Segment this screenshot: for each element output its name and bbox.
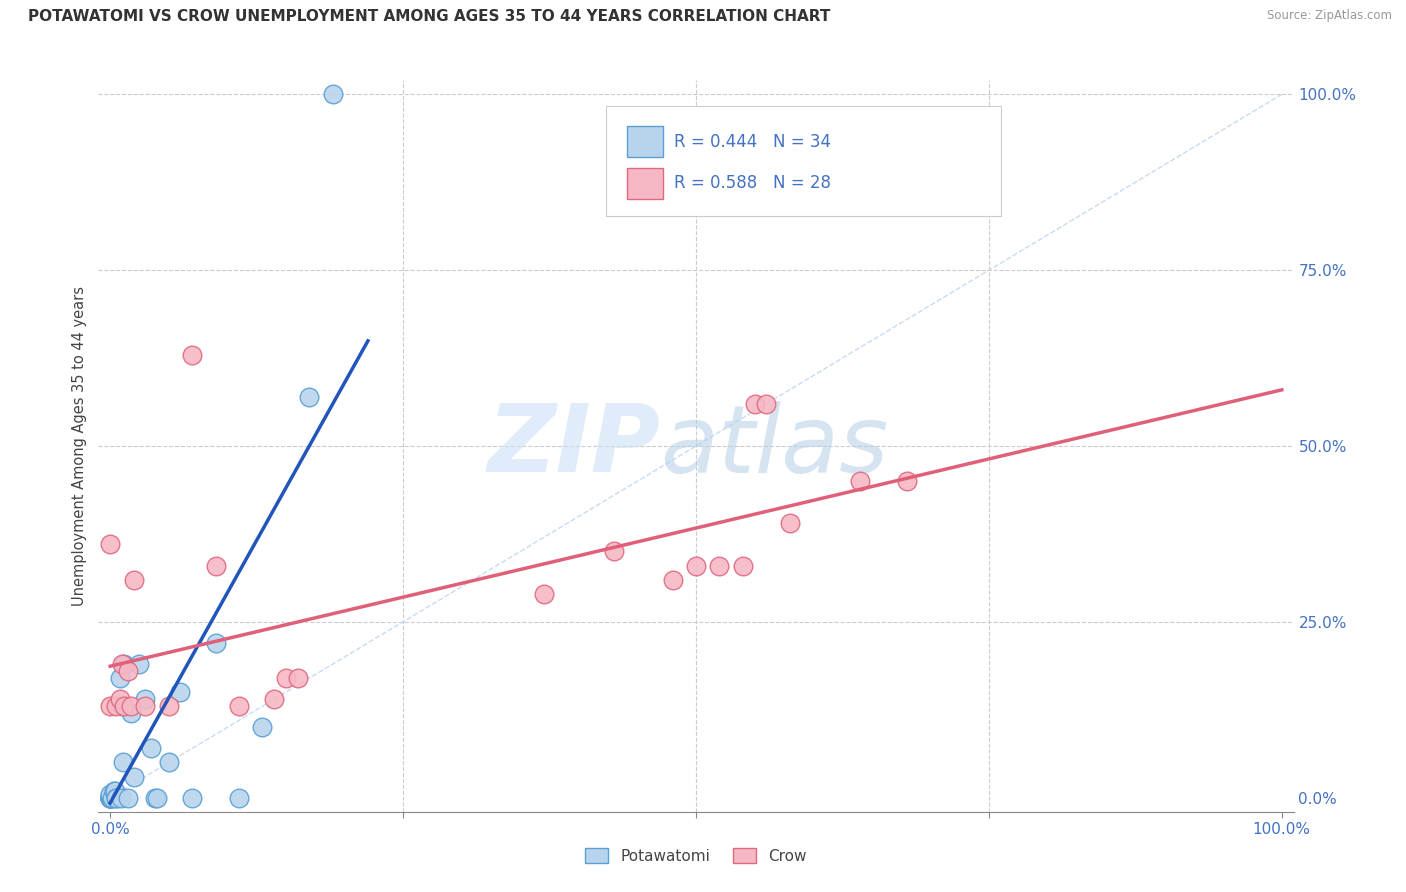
Point [98, 790, 121, 805]
Point [146, 790, 169, 805]
Point [252, 720, 274, 734]
Text: R = 0.588   N = 28: R = 0.588 N = 28 [675, 175, 831, 193]
Point [117, 790, 139, 805]
Point [98, 789, 121, 803]
Point [104, 783, 127, 797]
Point [101, 790, 124, 805]
Point [141, 741, 163, 756]
Legend: Potawatomi, Crow: Potawatomi, Crow [579, 842, 813, 870]
Point [685, 558, 707, 573]
Text: ZIP: ZIP [488, 400, 661, 492]
FancyBboxPatch shape [606, 106, 1001, 216]
Point [112, 699, 135, 714]
Point [108, 671, 131, 685]
Point [117, 664, 139, 678]
Point [98, 790, 121, 805]
Text: R = 0.444   N = 34: R = 0.444 N = 34 [675, 133, 831, 151]
Point [122, 573, 145, 587]
Point [169, 685, 191, 699]
Point [134, 692, 156, 706]
Point [112, 756, 135, 770]
Point [98, 790, 121, 805]
Point [896, 474, 918, 488]
Point [98, 790, 121, 805]
Point [744, 397, 766, 411]
Point [112, 657, 135, 671]
Point [157, 699, 180, 714]
Point [98, 790, 121, 805]
Point [111, 699, 134, 714]
Point [111, 657, 134, 671]
Point [298, 390, 321, 404]
Point [709, 558, 731, 573]
Bar [627, 127, 662, 157]
Point [181, 790, 204, 805]
Point [98, 787, 121, 801]
Text: atlas: atlas [661, 401, 889, 491]
Point [105, 790, 128, 805]
Text: POTAWATOMI VS CROW UNEMPLOYMENT AMONG AGES 35 TO 44 YEARS CORRELATION CHART: POTAWATOMI VS CROW UNEMPLOYMENT AMONG AG… [28, 9, 831, 24]
Point [204, 636, 226, 650]
Point [661, 573, 683, 587]
Point [731, 558, 754, 573]
Point [274, 671, 297, 685]
Point [105, 790, 128, 805]
Point [204, 558, 226, 573]
Bar [627, 168, 662, 199]
Point [98, 537, 121, 551]
Point [157, 756, 180, 770]
Text: Source: ZipAtlas.com: Source: ZipAtlas.com [1267, 9, 1392, 22]
Point [122, 770, 145, 784]
Point [287, 671, 309, 685]
Point [108, 692, 131, 706]
Point [228, 790, 250, 805]
Point [263, 692, 285, 706]
Point [105, 699, 128, 714]
Point [143, 790, 166, 805]
Y-axis label: Unemployment Among Ages 35 to 44 years: Unemployment Among Ages 35 to 44 years [72, 286, 87, 606]
Point [98, 790, 121, 805]
Point [322, 87, 344, 102]
Point [603, 544, 626, 558]
Point [134, 699, 156, 714]
Point [110, 790, 132, 805]
Point [98, 699, 121, 714]
Point [103, 783, 125, 797]
Point [849, 474, 872, 488]
Point [228, 699, 250, 714]
Point [120, 706, 142, 721]
Point [533, 587, 555, 601]
Point [181, 348, 204, 362]
Point [755, 397, 778, 411]
Point [120, 699, 142, 714]
Point [128, 657, 150, 671]
Point [779, 516, 801, 531]
